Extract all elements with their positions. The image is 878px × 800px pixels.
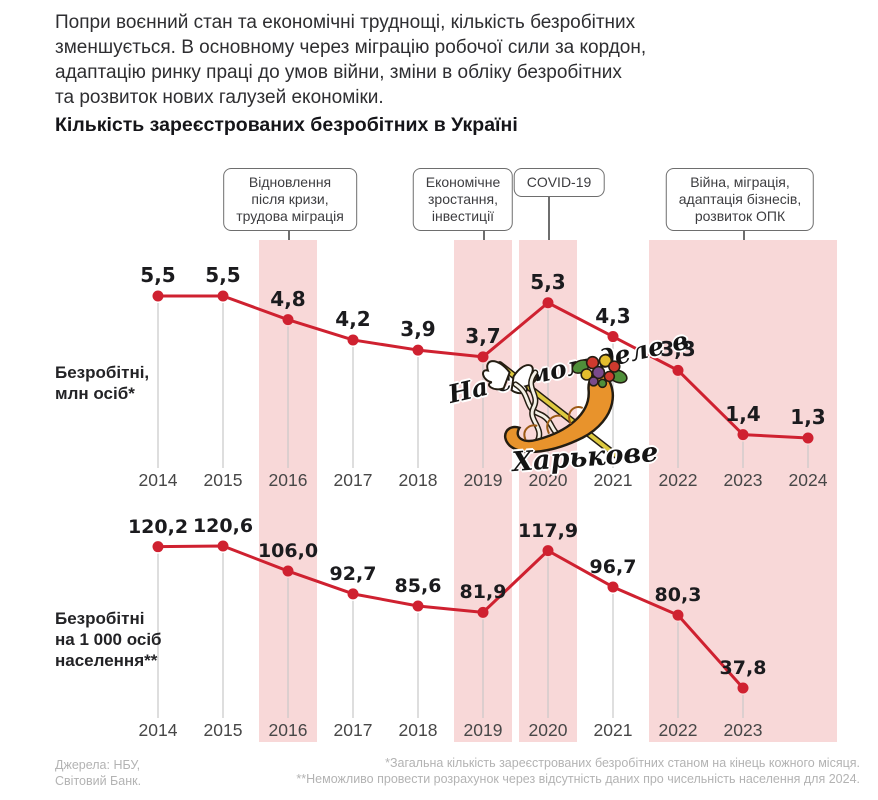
footnotes: *Загальна кількість зареєстрованих безро… <box>296 755 860 787</box>
year-label-2020-2: 2020 <box>528 720 568 740</box>
value-label-2019-2: 81,9 <box>459 581 507 604</box>
year-label-2017-1: 2017 <box>333 470 373 490</box>
year-label-2023-2: 2023 <box>723 720 763 740</box>
annotation-box-4: Війна, міграція, адаптація бізнесів, розви… <box>665 168 815 231</box>
year-label-2021-2: 2021 <box>593 720 633 740</box>
data-point <box>347 334 359 346</box>
year-label-2015-1: 2015 <box>203 470 243 490</box>
value-label-2014-2: 120,2 <box>127 515 189 538</box>
year-label-2020-1: 2020 <box>528 470 568 490</box>
value-label-2022-1: 3,3 <box>660 337 696 362</box>
value-label-2020-1: 5,3 <box>530 269 566 294</box>
year-label-2022-1: 2022 <box>658 470 698 490</box>
data-point <box>347 588 359 600</box>
annotation-line: Війна, міграція, <box>690 174 790 190</box>
year-label-2021-1: 2021 <box>593 470 633 490</box>
year-label-2019-2: 2019 <box>463 720 503 740</box>
annotation-line: після кризи, <box>251 191 329 207</box>
annotation-line: трудова міграція <box>236 208 344 224</box>
year-label-2019-1: 2019 <box>463 470 503 490</box>
annotation-box-2: Економічне зростання, інвестиції <box>412 168 514 231</box>
year-label-2024-1: 2024 <box>788 470 828 490</box>
annotation-box-3: COVID-19 <box>513 168 605 197</box>
data-point <box>217 290 229 302</box>
data-point <box>412 600 424 612</box>
data-point <box>607 331 619 343</box>
sources-note: Джерела: НБУ, Світовий Банк. <box>55 758 142 788</box>
annotation-line: розвиток ОПК <box>694 208 786 224</box>
value-label-2016-2: 106,0 <box>257 540 319 563</box>
annotation-line: Економічне <box>425 174 501 190</box>
year-label-2016-2: 2016 <box>268 720 308 740</box>
footnote-1: *Загальна кількість зареєстрованих безро… <box>385 756 860 770</box>
value-label-2023-2: 37,8 <box>719 657 767 679</box>
data-point <box>607 581 619 593</box>
data-point <box>152 290 164 302</box>
value-label-2014-1: 5,5 <box>140 263 176 287</box>
value-label-2021-1: 4,3 <box>595 303 631 328</box>
annotation-line: зростання, <box>428 191 498 207</box>
annotation-line: інвестиції <box>431 208 495 224</box>
value-label-2019-1: 3,7 <box>465 323 501 348</box>
year-label-2018-1: 2018 <box>398 470 438 490</box>
annotation-connector-4 <box>743 231 745 240</box>
year-label-2017-2: 2017 <box>333 720 373 740</box>
year-label-2014-1: 2014 <box>138 470 178 490</box>
value-label-2021-2: 96,7 <box>589 555 637 578</box>
chart-title: Кількість зареєстрованих безробітних в У… <box>55 114 518 136</box>
highlight-band-2019-2019 <box>454 240 512 742</box>
value-label-2015-2: 120,6 <box>192 515 254 537</box>
value-label-2015-1: 5,5 <box>205 263 241 287</box>
data-point <box>412 344 424 356</box>
annotation-line: Відновлення <box>248 174 332 190</box>
annotation-connector-3 <box>548 197 550 240</box>
annotation-box-1: Відновлення після кризи, трудова міграція <box>223 168 357 231</box>
data-point <box>152 541 164 553</box>
series-label-millions: Безробітні, млн осіб* <box>55 363 150 403</box>
annotation-line: COVID-19 <box>526 174 592 190</box>
annotation-connector-2 <box>483 231 485 240</box>
year-label-2014-2: 2014 <box>138 720 178 740</box>
intro-paragraph: Попри воєнний стан та економічні труднощ… <box>55 12 647 108</box>
data-point <box>217 540 229 552</box>
footnote-2: **Неможливо провести розрахунок через ві… <box>296 772 860 786</box>
year-label-2018-2: 2018 <box>398 720 438 740</box>
year-label-2022-2: 2022 <box>658 720 698 740</box>
series-label-per-1000: Безробітні на 1 000 осіб населення** <box>55 609 162 670</box>
annotation-line: адаптація бізнесів, <box>678 191 802 207</box>
value-label-2020-2: 117,9 <box>517 519 579 542</box>
year-label-2023-1: 2023 <box>723 470 763 490</box>
year-label-2016-1: 2016 <box>268 470 308 490</box>
year-label-2015-2: 2015 <box>203 720 243 740</box>
annotation-connector-1 <box>288 231 290 240</box>
value-label-2024-1: 1,3 <box>790 404 826 429</box>
value-label-2022-2: 80,3 <box>654 584 702 607</box>
